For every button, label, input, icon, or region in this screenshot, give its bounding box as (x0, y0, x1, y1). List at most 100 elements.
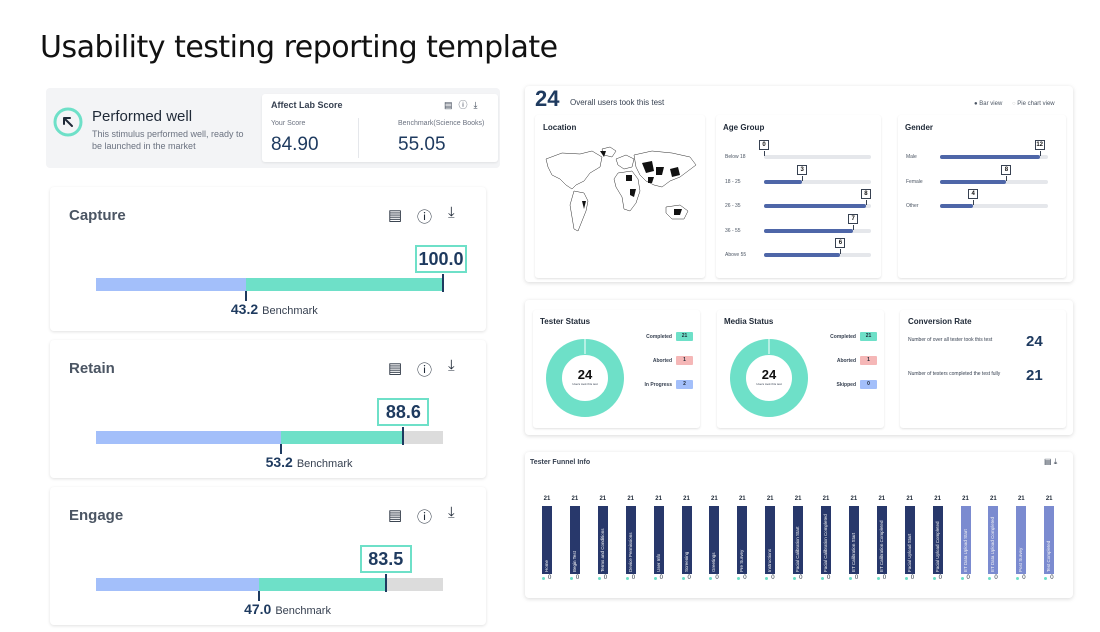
info-icon[interactable]: ⓘ (417, 209, 433, 226)
funnel-title: Tester Funnel Info (530, 459, 591, 466)
metric-name: Engage (69, 507, 124, 524)
download-icon[interactable]: ⤓ (473, 100, 484, 110)
gender-bar-track (940, 204, 1048, 208)
lab-score-actions: ▤ⓘ⤓ (444, 98, 484, 111)
report-icon[interactable]: ▤ (388, 507, 403, 524)
funnel-step-count: 21 (683, 496, 690, 502)
funnel-bar[interactable] (904, 506, 915, 574)
funnel-bar[interactable] (960, 506, 971, 574)
funnel-bar[interactable] (709, 506, 720, 574)
funnel-bar[interactable] (737, 506, 748, 574)
funnel-dot (681, 577, 685, 580)
report-icon[interactable]: ▤ (388, 207, 403, 224)
funnel-bar[interactable] (625, 506, 636, 574)
funnel-dot (876, 577, 880, 580)
benchmark-value: 47.0 (244, 601, 272, 617)
benchmark-value: 53.2 (265, 454, 293, 470)
report-icon[interactable]: ▤ (388, 360, 403, 377)
funnel-step-dropoff: 0 (715, 575, 719, 581)
status-badge: 2 (676, 380, 693, 389)
funnel-bar[interactable] (681, 506, 692, 574)
funnel-step-dropoff: 0 (938, 575, 942, 581)
funnel-bar[interactable] (1016, 506, 1027, 574)
funnel-step-label: Pre Survey (739, 549, 745, 572)
funnel-dot (1016, 577, 1020, 580)
page-title: Usability testing reporting template (40, 30, 558, 65)
benchmark-label: Benchmark(Science Books) (398, 120, 485, 127)
funnel-step-dropoff: 0 (1022, 575, 1026, 581)
funnel-step-dropoff: 0 (631, 575, 636, 581)
funnel-bar[interactable] (1044, 506, 1055, 574)
funnel-bar[interactable] (653, 506, 664, 574)
age-group-title: Age Group (723, 123, 765, 132)
funnel-dot (653, 577, 657, 580)
funnel-bar[interactable] (988, 506, 999, 574)
benchmark-text: 53.2 Benchmark (266, 454, 353, 470)
funnel-step-dropoff: 0 (994, 575, 998, 581)
funnel-step-dropoff: 0 (966, 575, 970, 581)
performance-description: This stimulus performed well, ready to b… (92, 129, 244, 151)
download-icon[interactable]: ⤓ (448, 204, 455, 221)
funnel-step-label: Post Survey (1018, 547, 1024, 572)
radio-selected-icon: ● (974, 101, 978, 107)
info-icon[interactable]: ⓘ (458, 100, 474, 110)
funnel-step-count: 21 (822, 496, 830, 502)
funnel-step-count: 21 (1045, 496, 1053, 502)
funnel-bar[interactable] (932, 506, 943, 574)
status-badge: 21 (676, 332, 693, 341)
funnel-step-label: ET Calibration Completed (878, 520, 884, 572)
age-bar-pin (853, 224, 855, 230)
age-bar-value: 6 (835, 238, 846, 248)
funnel-bar[interactable] (569, 506, 580, 574)
download-icon[interactable]: ⤓ (448, 357, 455, 374)
age-bar-track (764, 179, 871, 184)
bar-view-option[interactable]: ● Bar view (974, 101, 1003, 107)
info-icon[interactable]: ⓘ (417, 362, 433, 379)
donut-center-label: Users took this test (756, 382, 782, 386)
gender-title: Gender (905, 123, 934, 132)
report-icon[interactable]: ▤ (1044, 457, 1052, 466)
funnel-bar[interactable] (821, 506, 831, 574)
funnel-dot (597, 577, 601, 580)
age-label: 18 - 25 (725, 178, 741, 185)
funnel-dot (793, 577, 797, 580)
funnel-bar[interactable] (848, 506, 859, 574)
gender-bar-pin (973, 200, 975, 205)
funnel-step-label: Facial Upload Start (906, 533, 912, 572)
funnel-dot (737, 577, 741, 580)
pie-view-option[interactable]: ○ Pie chart view (1012, 101, 1055, 107)
funnel-bar[interactable] (765, 506, 776, 574)
status-badge: 1 (860, 356, 877, 365)
funnel-step-dropoff: 0 (771, 575, 775, 581)
funnel-step-label: Screening (683, 551, 689, 572)
age-bar-value: 0 (759, 140, 769, 150)
age-label: 36 - 55 (725, 227, 741, 234)
benchmark-bar (96, 431, 281, 444)
age-bar-pin (865, 200, 867, 205)
metric-card-capture (50, 187, 486, 331)
score-value: 88.6 (377, 398, 430, 426)
score-marker (402, 427, 405, 445)
report-icon[interactable]: ▤ (444, 100, 459, 110)
gender-bar-value: 4 (968, 189, 979, 199)
funnel-bar[interactable] (542, 506, 552, 574)
benchmark-label: Benchmark (275, 605, 331, 617)
funnel-bar[interactable] (793, 506, 804, 574)
donut-center-value: 24 (577, 367, 593, 382)
status-badge: 0 (860, 380, 877, 389)
download-icon[interactable]: ⤓ (1053, 457, 1058, 466)
funnel-dot (960, 577, 964, 580)
status-label: Aborted (836, 358, 856, 364)
funnel-bar[interactable] (597, 506, 608, 574)
info-icon[interactable]: ⓘ (417, 509, 433, 526)
funnel-step-dropoff: 0 (687, 575, 691, 581)
funnel-step-label: Instructions (767, 548, 773, 572)
your-score-value: 84.90 (271, 134, 319, 155)
location-title: Location (543, 123, 577, 132)
funnel-step-dropoff: 0 (910, 575, 915, 581)
funnel-step-count: 21 (571, 496, 579, 502)
funnel-step-count: 21 (711, 496, 718, 502)
funnel-bar[interactable] (876, 506, 887, 574)
download-icon[interactable]: ⤓ (448, 504, 455, 521)
conversion-value-completed: 21 (1026, 367, 1043, 384)
